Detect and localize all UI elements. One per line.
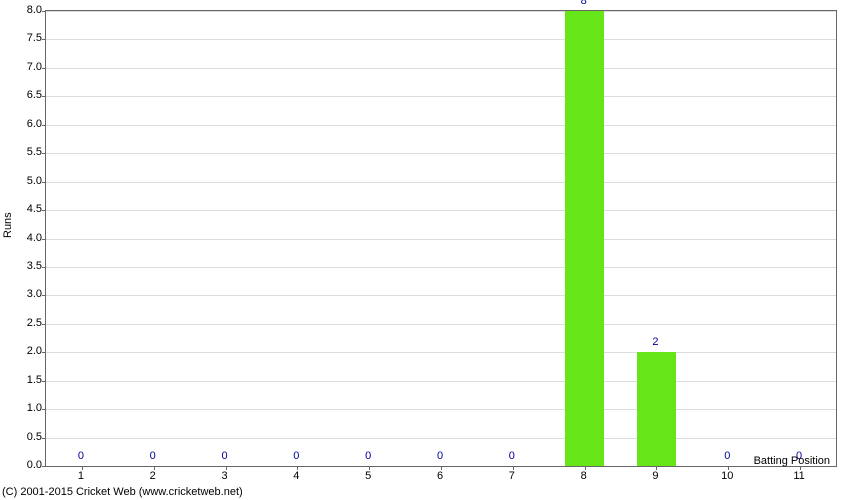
y-tick-mark bbox=[42, 295, 46, 296]
bar-value-label: 8 bbox=[581, 0, 587, 7]
bar bbox=[565, 11, 605, 466]
y-tick-label: 3.5 bbox=[27, 260, 42, 272]
grid-line bbox=[46, 210, 836, 211]
y-tick-mark bbox=[42, 324, 46, 325]
y-tick-mark bbox=[42, 39, 46, 40]
y-tick-mark bbox=[42, 352, 46, 353]
grid-line bbox=[46, 39, 836, 40]
bar-value-label: 0 bbox=[509, 450, 515, 462]
y-tick-mark bbox=[42, 11, 46, 12]
grid-line bbox=[46, 125, 836, 126]
bar bbox=[637, 352, 677, 466]
y-tick-mark bbox=[42, 438, 46, 439]
y-tick-label: 8.0 bbox=[27, 4, 42, 16]
y-axis-label: Runs bbox=[2, 212, 14, 238]
y-tick-label: 3.0 bbox=[27, 288, 42, 300]
grid-line bbox=[46, 182, 836, 183]
y-tick-label: 2.5 bbox=[27, 317, 42, 329]
grid-line bbox=[46, 96, 836, 97]
x-tick-label: 6 bbox=[437, 470, 443, 482]
grid-line bbox=[46, 409, 836, 410]
y-tick-mark bbox=[42, 466, 46, 467]
x-tick-label: 3 bbox=[221, 470, 227, 482]
x-tick-label: 5 bbox=[365, 470, 371, 482]
bar-value-label: 0 bbox=[437, 450, 443, 462]
bar-value-label: 0 bbox=[78, 450, 84, 462]
x-tick-label: 4 bbox=[293, 470, 299, 482]
grid-line bbox=[46, 239, 836, 240]
y-tick-mark bbox=[42, 125, 46, 126]
grid-line bbox=[46, 68, 836, 69]
y-tick-label: 1.0 bbox=[27, 402, 42, 414]
y-tick-label: 0.0 bbox=[27, 459, 42, 471]
y-tick-label: 4.5 bbox=[27, 203, 42, 215]
bar-value-label: 0 bbox=[724, 450, 730, 462]
x-axis-label: Batting Position bbox=[754, 455, 830, 467]
y-tick-mark bbox=[42, 409, 46, 410]
grid-line bbox=[46, 438, 836, 439]
y-tick-mark bbox=[42, 267, 46, 268]
y-tick-label: 6.0 bbox=[27, 118, 42, 130]
grid-line bbox=[46, 295, 836, 296]
bar-value-label: 0 bbox=[221, 450, 227, 462]
x-tick-label: 1 bbox=[78, 470, 84, 482]
y-tick-mark bbox=[42, 210, 46, 211]
copyright-text: (C) 2001-2015 Cricket Web (www.cricketwe… bbox=[2, 486, 243, 498]
chart-plot-area bbox=[45, 10, 837, 467]
x-tick-label: 11 bbox=[793, 470, 804, 482]
grid-line bbox=[46, 381, 836, 382]
grid-line bbox=[46, 153, 836, 154]
x-tick-label: 9 bbox=[652, 470, 658, 482]
y-tick-mark bbox=[42, 182, 46, 183]
x-tick-label: 10 bbox=[721, 470, 733, 482]
y-tick-label: 2.0 bbox=[27, 345, 42, 357]
y-tick-label: 7.0 bbox=[27, 61, 42, 73]
y-tick-label: 5.0 bbox=[27, 175, 42, 187]
bar-value-label: 0 bbox=[293, 450, 299, 462]
bar-value-label: 0 bbox=[365, 450, 371, 462]
bar-value-label: 0 bbox=[796, 450, 802, 462]
grid-line bbox=[46, 267, 836, 268]
y-tick-mark bbox=[42, 68, 46, 69]
bar-value-label: 0 bbox=[150, 450, 156, 462]
y-tick-label: 4.0 bbox=[27, 232, 42, 244]
x-tick-label: 7 bbox=[509, 470, 515, 482]
x-tick-label: 2 bbox=[150, 470, 156, 482]
y-tick-mark bbox=[42, 381, 46, 382]
y-tick-label: 1.5 bbox=[27, 374, 42, 386]
y-tick-label: 7.5 bbox=[27, 32, 42, 44]
bar-value-label: 2 bbox=[652, 336, 658, 348]
y-tick-mark bbox=[42, 96, 46, 97]
y-tick-mark bbox=[42, 239, 46, 240]
grid-line bbox=[46, 352, 836, 353]
grid-line bbox=[46, 324, 836, 325]
x-tick-label: 8 bbox=[581, 470, 587, 482]
y-tick-label: 6.5 bbox=[27, 89, 42, 101]
y-tick-mark bbox=[42, 153, 46, 154]
grid-line bbox=[46, 11, 836, 12]
y-tick-label: 5.5 bbox=[27, 146, 42, 158]
y-tick-label: 0.5 bbox=[27, 431, 42, 443]
